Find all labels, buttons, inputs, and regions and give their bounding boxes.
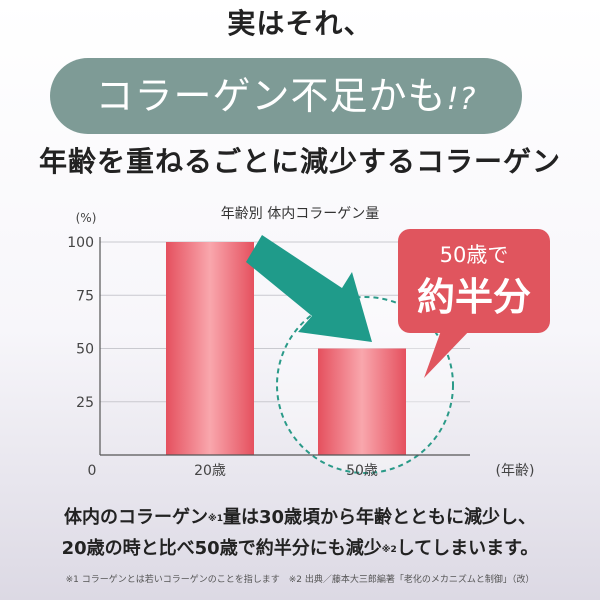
y-axis-label: (%): [76, 211, 97, 225]
banner-main-text: コラーゲン不足かも: [95, 74, 447, 118]
desc-line2-part1: 20歳の時と比べ50歳で約半分にも減少: [61, 538, 382, 559]
y-tick-label-75: 75: [76, 288, 94, 304]
description-line2: 20歳の時と比べ50歳で約半分にも減少※2してしまいます。: [0, 533, 600, 564]
note-marker-1: ※1: [207, 514, 223, 524]
headline-banner: コラーゲン不足かも!?: [50, 58, 522, 134]
desc-line1-part2: 量は30歳頃から年齢とともに減少し、: [222, 507, 537, 528]
footnote: ※1 コラーゲンとは若いコラーゲンのことを指します ※2 出典／藤本大三郎編著「…: [65, 575, 535, 585]
collagen-bar-chart: 年齢別 体内コラーゲン量 (%) 100 75 50 25 0 (年齢) 20歳 50歳…: [67, 206, 550, 479]
callout-line1: 50歳で: [440, 243, 509, 267]
chart-title: 年齢別 体内コラーゲン量: [221, 206, 379, 222]
desc-line2-part2: してしまいます。: [396, 538, 539, 559]
x-category-label-2: 50歳: [346, 463, 378, 479]
banner-exclaim: !?: [446, 82, 477, 117]
y-tick-label-25: 25: [76, 395, 94, 411]
y-tick-label-50: 50: [76, 342, 94, 358]
note-marker-2: ※2: [381, 545, 397, 555]
heading-top: 実はそれ、: [227, 7, 373, 40]
y-tick-label-100: 100: [67, 235, 94, 251]
bars: [166, 242, 406, 455]
callout-bubble: 50歳で 約半分: [398, 229, 550, 378]
description-text: 体内のコラーゲン※1量は30歳頃から年齢とともに減少し、 20歳の時と比べ50歳…: [0, 502, 600, 564]
x-category-labels: 20歳 50歳: [194, 463, 378, 479]
callout-line2: 約半分: [417, 275, 531, 319]
x-category-label-1: 20歳: [194, 463, 226, 479]
desc-line1-part1: 体内のコラーゲン: [63, 507, 208, 528]
bar-1: [166, 242, 254, 455]
decline-arrow: [246, 235, 372, 342]
bar-2: [318, 348, 406, 455]
origin-label: 0: [88, 463, 97, 479]
description-line1: 体内のコラーゲン※1量は30歳頃から年齢とともに減少し、: [0, 502, 600, 533]
subheading: 年齢を重ねるごとに減少するコラーゲン: [38, 145, 561, 178]
y-tick-labels: 100 75 50 25: [67, 235, 94, 411]
x-axis-label: (年齢): [496, 463, 535, 479]
